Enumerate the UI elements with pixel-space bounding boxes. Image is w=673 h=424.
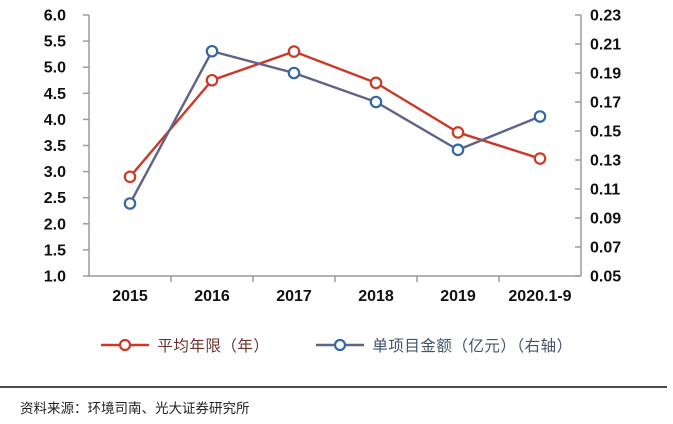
- y-axis-right-tick-label: 0.21: [590, 37, 621, 54]
- data-point-marker: [533, 152, 547, 165]
- chart-legend: 平均年限（年） 单项目金额（亿元）（右轴）: [0, 334, 673, 356]
- legend-marker-blue-line-circle-icon: [316, 338, 365, 352]
- y-axis-right-tick-label: 0.23: [590, 8, 621, 25]
- y-axis-right-tick-label: 0.11: [590, 182, 620, 199]
- y-axis-right-tick-label: 0.05: [590, 269, 621, 286]
- y-axis-left-tick-label: 3.0: [44, 164, 66, 181]
- data-point-marker: [287, 66, 301, 80]
- y-axis-right-tick-label: 0.13: [590, 153, 621, 170]
- y-axis-left-tick-label: 3.5: [44, 138, 66, 155]
- data-point-marker: [287, 45, 301, 58]
- series-line-1: [128, 50, 541, 205]
- y-axis-left-tick-label: 4.0: [44, 112, 66, 129]
- y-axis-left-tick-label: 5.0: [44, 60, 66, 77]
- y-axis-left-tick-label: 2.5: [44, 190, 66, 207]
- y-axis-right-tick-label: 0.07: [590, 240, 621, 257]
- footer-divider: [0, 386, 667, 388]
- data-point-marker: [123, 170, 137, 184]
- data-point-marker: [451, 126, 465, 139]
- x-axis-tick-label: 2020.1-9: [508, 288, 571, 305]
- source-note: 资料来源：环境司南、光大证券研究所: [20, 401, 250, 416]
- data-point-marker: [451, 143, 465, 157]
- data-point-marker: [123, 197, 137, 210]
- y-axis-left-tick-label: 6.0: [44, 8, 66, 25]
- legend-item-per-project-amount: 单项目金额（亿元）（右轴）: [315, 334, 572, 356]
- y-axis-left-tick-label: 5.5: [44, 34, 66, 51]
- data-point-marker: [369, 95, 383, 109]
- x-axis-tick-label: 2018: [358, 288, 394, 305]
- y-axis-left-tick-label: 1.0: [44, 269, 66, 286]
- series-line-0: [129, 50, 541, 178]
- y-axis-left-tick-label: 2.0: [44, 216, 66, 233]
- legend-marker-red-line-circle-icon: [101, 338, 150, 352]
- x-axis-tick-label: 2017: [276, 288, 312, 305]
- y-axis-right-tick-label: 0.17: [590, 95, 621, 112]
- data-point-marker: [533, 110, 547, 123]
- data-point-marker: [205, 73, 219, 87]
- legend-label-average-years: 平均年限（年）: [157, 338, 270, 355]
- legend-label-per-project-amount: 单项目金额（亿元）（右轴）: [372, 338, 573, 355]
- x-axis-tick-label: 2015: [112, 288, 148, 305]
- x-axis-tick-label: 2016: [194, 288, 230, 305]
- x-axis-tick-label: 2019: [440, 288, 476, 305]
- y-axis-right-tick-label: 0.09: [590, 211, 621, 228]
- y-axis-right-tick-label: 0.15: [590, 124, 621, 141]
- legend-item-average-years: 平均年限（年）: [100, 334, 269, 356]
- y-axis-left-tick-label: 1.5: [44, 242, 66, 259]
- dual-axis-line-chart: 6.0 5.5 5.0 4.5 4.0 3.5 3.0 2.5 2.0 1.5 1.0 0.23 0.2…: [44, 8, 621, 306]
- y-axis-right-tick-label: 0.19: [590, 66, 621, 83]
- data-point-marker: [369, 76, 383, 90]
- y-axis-left-tick-label: 4.5: [44, 86, 66, 103]
- data-point-marker: [205, 44, 219, 58]
